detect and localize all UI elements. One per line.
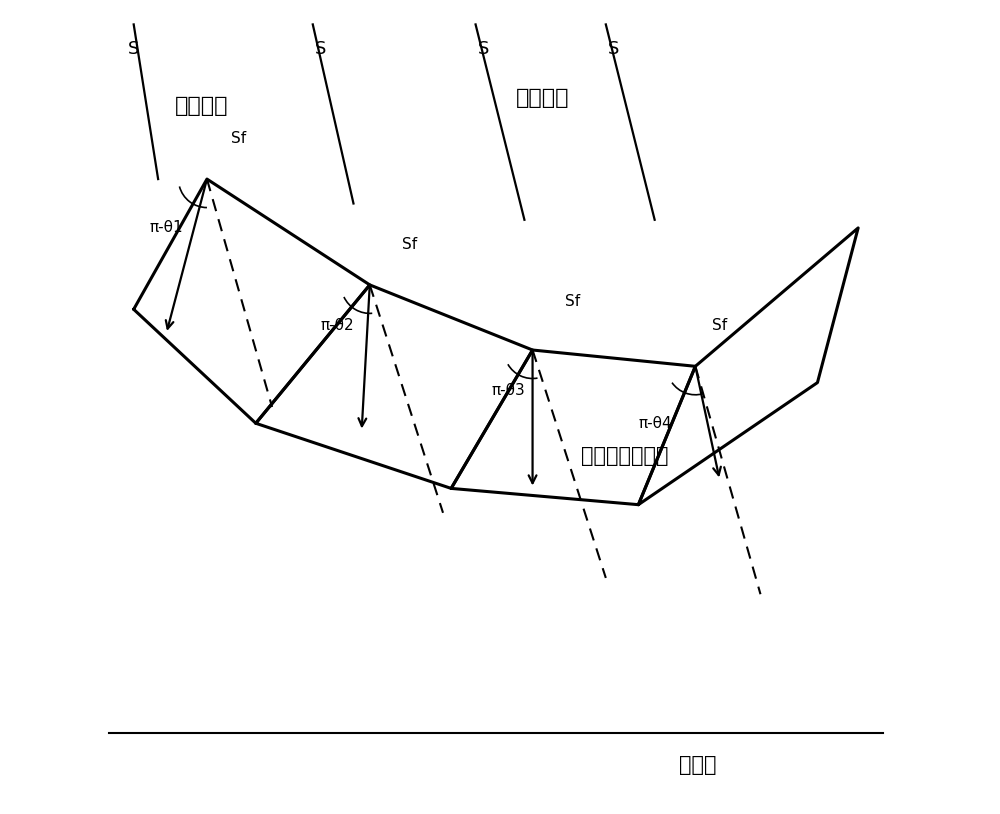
Text: S: S bbox=[128, 40, 139, 58]
Text: Sf: Sf bbox=[712, 318, 727, 333]
Text: Sf: Sf bbox=[402, 237, 417, 252]
Text: 面板法线: 面板法线 bbox=[516, 88, 570, 107]
Text: π-θ1: π-θ1 bbox=[150, 221, 184, 235]
Text: Sf: Sf bbox=[565, 294, 580, 309]
Text: S: S bbox=[315, 40, 327, 58]
Text: π-θ2: π-θ2 bbox=[321, 318, 355, 333]
Text: π-θ3: π-θ3 bbox=[492, 383, 526, 398]
Text: 近似抛物面面板: 近似抛物面面板 bbox=[581, 446, 669, 466]
Text: π-θ4: π-θ4 bbox=[638, 416, 672, 431]
Text: S: S bbox=[608, 40, 620, 58]
Text: S: S bbox=[478, 40, 489, 58]
Text: 水平面: 水平面 bbox=[679, 755, 717, 775]
Text: 太阳光线: 太阳光线 bbox=[174, 96, 228, 116]
Text: Sf: Sf bbox=[231, 131, 247, 146]
